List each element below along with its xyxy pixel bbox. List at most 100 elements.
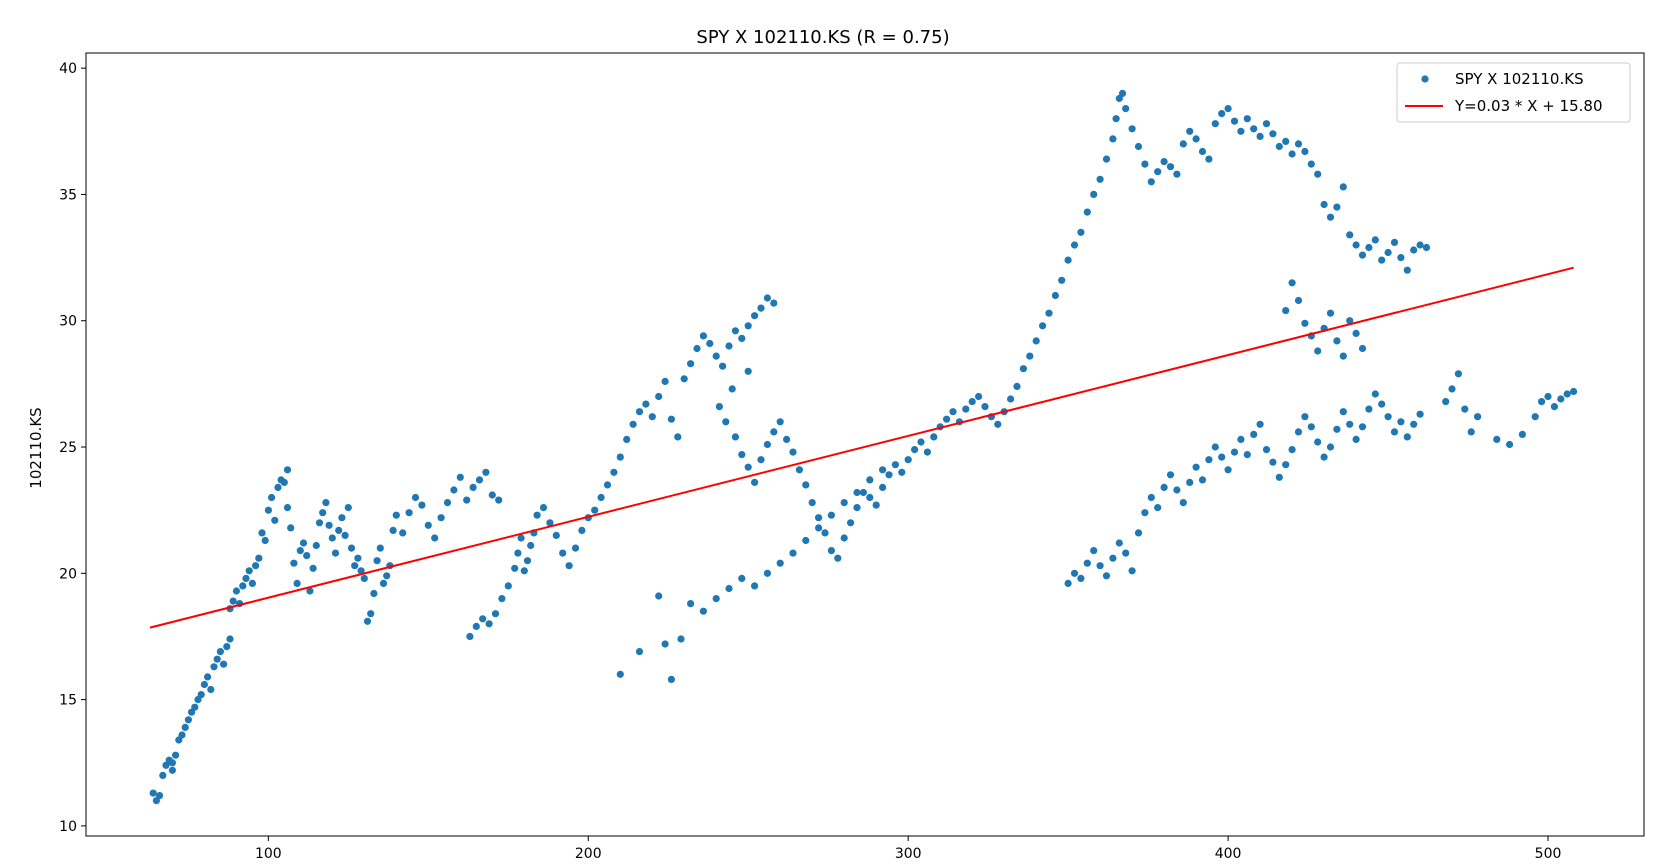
data-point — [296, 547, 304, 555]
data-point — [1301, 319, 1309, 327]
data-point — [635, 408, 644, 416]
data-point — [930, 433, 938, 441]
data-point — [331, 549, 340, 557]
data-point — [1102, 155, 1111, 163]
data-point — [418, 501, 426, 509]
y-tick-label: 40 — [59, 61, 77, 77]
data-point — [763, 569, 772, 577]
data-point — [1294, 428, 1303, 436]
data-point — [1147, 493, 1155, 502]
data-point — [1358, 423, 1367, 431]
data-point — [1390, 238, 1399, 246]
data-point — [898, 468, 906, 476]
y-tick-label: 15 — [59, 693, 77, 709]
data-point — [1218, 110, 1226, 118]
data-point — [1122, 549, 1130, 557]
data-point — [456, 473, 464, 481]
scatter-points — [149, 89, 1578, 805]
data-point — [229, 597, 237, 605]
data-point — [1192, 135, 1200, 143]
data-point — [1474, 413, 1482, 421]
data-point — [949, 408, 957, 416]
data-point — [1416, 241, 1424, 249]
data-point — [491, 610, 500, 618]
data-point — [450, 486, 458, 494]
data-point — [271, 516, 279, 524]
legend-scatter-marker — [1421, 75, 1429, 83]
data-point — [1154, 168, 1162, 176]
legend-label-scatter: SPY X 102110.KS — [1455, 70, 1584, 88]
data-point — [879, 466, 887, 474]
data-point — [319, 509, 327, 517]
data-point — [751, 312, 759, 320]
data-point — [1397, 254, 1405, 262]
data-point — [655, 392, 663, 401]
data-point — [1288, 279, 1296, 287]
data-point — [149, 789, 157, 797]
x-axis-ticks: 100 200 300 400 500 — [255, 836, 1561, 862]
data-point — [728, 385, 736, 393]
fit-line — [149, 266, 1574, 629]
data-point — [514, 549, 522, 557]
data-point — [715, 403, 724, 411]
data-point — [687, 600, 695, 608]
data-point — [725, 584, 733, 593]
fit-line-layer — [149, 266, 1574, 629]
data-point — [706, 339, 714, 348]
data-point — [1352, 435, 1360, 443]
data-point — [1243, 451, 1251, 459]
data-point — [802, 536, 810, 545]
data-point — [181, 723, 189, 732]
data-point — [226, 635, 234, 643]
data-point — [1326, 443, 1335, 451]
data-point — [1192, 463, 1200, 471]
data-point — [680, 375, 688, 383]
data-point — [1070, 569, 1079, 577]
data-point — [840, 534, 848, 542]
data-point — [687, 360, 695, 368]
data-point — [520, 567, 528, 575]
data-point — [1294, 296, 1303, 305]
data-point — [1371, 390, 1379, 398]
data-point — [1179, 140, 1187, 148]
data-point — [712, 352, 720, 360]
data-point — [363, 617, 372, 625]
data-point — [338, 514, 346, 522]
data-point — [1294, 140, 1303, 148]
data-point — [242, 574, 250, 583]
data-point — [299, 539, 308, 547]
data-point — [872, 501, 880, 509]
data-point — [738, 574, 746, 583]
data-point — [290, 559, 298, 567]
data-point — [1346, 317, 1354, 325]
data-point — [1173, 170, 1181, 178]
data-point — [879, 483, 887, 491]
data-point — [738, 334, 746, 342]
data-point — [1026, 352, 1034, 360]
data-point — [159, 771, 167, 780]
data-point — [1007, 395, 1015, 403]
data-point — [1275, 473, 1283, 481]
data-point — [719, 362, 727, 370]
data-point — [731, 433, 740, 441]
data-point — [578, 526, 586, 535]
data-point — [648, 413, 656, 421]
data-point — [1326, 309, 1335, 317]
legend-label-fit-line: Y=0.03 * X + 15.80 — [1454, 97, 1603, 115]
data-point — [1122, 105, 1130, 113]
data-point — [376, 544, 384, 552]
data-point — [443, 499, 452, 507]
y-axis-label: 102110.KS — [27, 407, 45, 488]
data-point — [1282, 137, 1290, 145]
data-point — [1173, 486, 1181, 494]
data-point — [274, 483, 282, 491]
y-axis-ticks: 10 15 20 25 30 35 40 — [59, 61, 86, 835]
data-point — [431, 534, 439, 542]
data-point — [923, 448, 932, 456]
data-point — [213, 655, 221, 663]
data-point — [1237, 127, 1245, 135]
data-point — [1250, 430, 1258, 438]
data-point — [642, 400, 650, 408]
data-point — [264, 506, 272, 514]
data-point — [623, 435, 631, 443]
